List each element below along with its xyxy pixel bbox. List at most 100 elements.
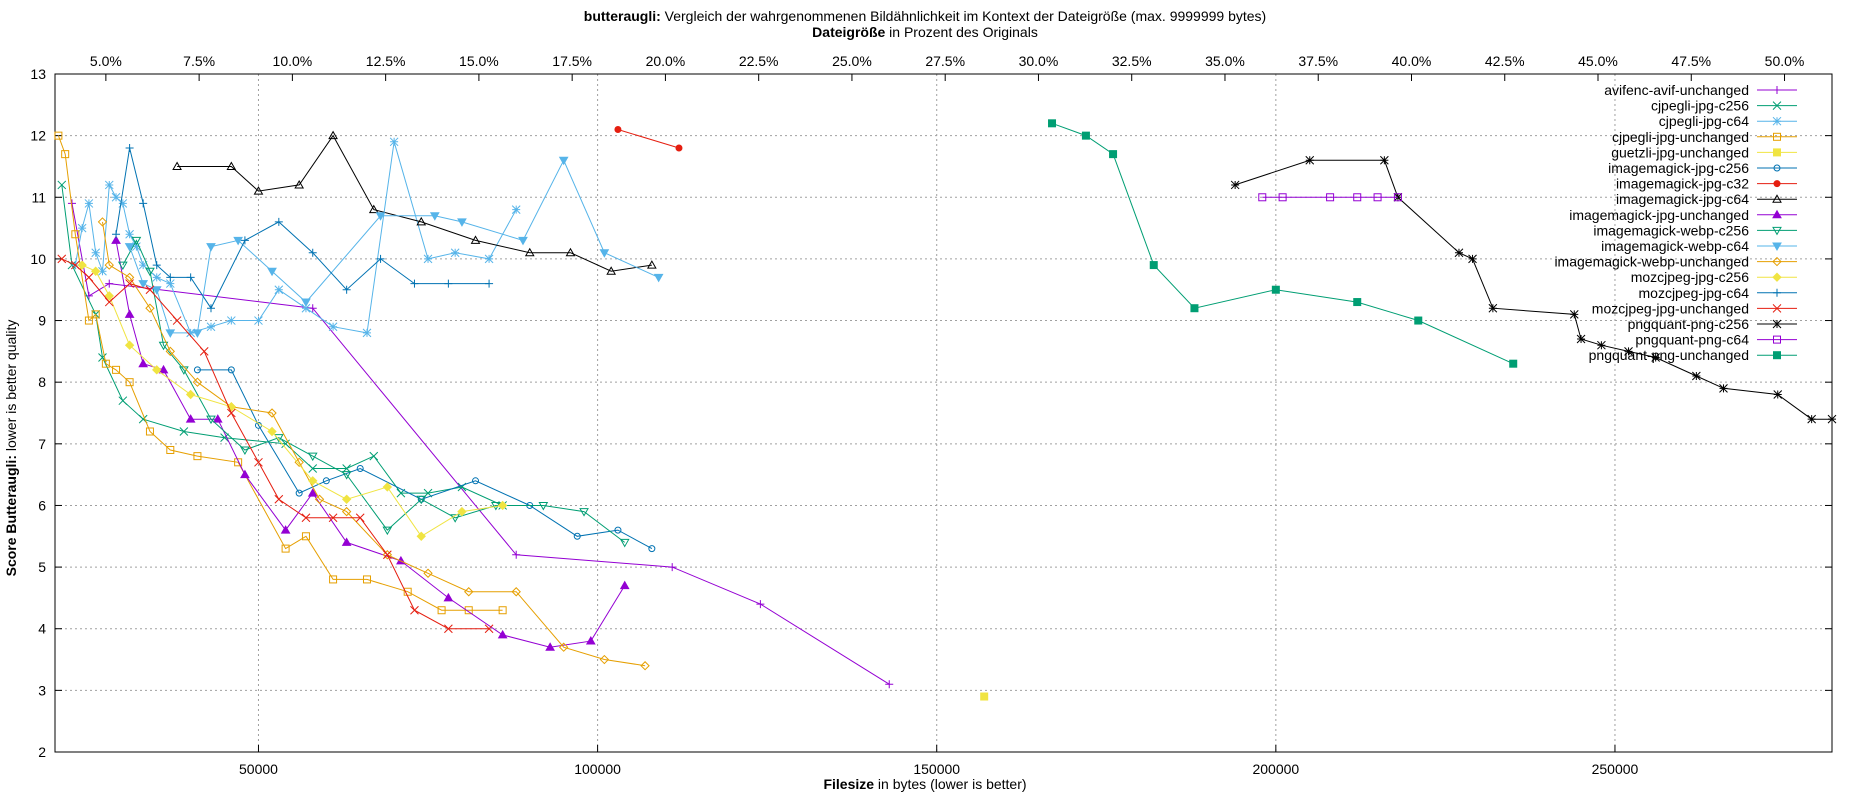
data-point-marker (84, 291, 93, 300)
legend-item: cjpegli-jpg-unchanged (1612, 129, 1797, 145)
data-point-marker (1509, 359, 1518, 368)
legend-label: pngquant-png-unchanged (1589, 347, 1749, 363)
y-axis-label: Score Butteraugli: lower is better quali… (3, 320, 19, 577)
data-point-marker (158, 364, 169, 374)
data-point-marker (253, 186, 264, 195)
legend-label: avifenc-avif-unchanged (1604, 82, 1749, 98)
data-point-marker (112, 365, 121, 374)
data-point-marker (1488, 303, 1498, 313)
series-cjpegli-jpg-c256 (57, 180, 507, 510)
data-point-marker (640, 661, 650, 671)
data-point-marker (457, 506, 467, 517)
data-point-marker (314, 494, 325, 504)
data-point-marker (355, 513, 365, 523)
data-point-marker (145, 267, 155, 277)
y-tick-label: 7 (38, 436, 46, 452)
data-point-marker (267, 426, 277, 437)
series-imagemagick-jpg-c32 (614, 125, 683, 152)
data-point-marker (281, 439, 290, 449)
data-point-marker (234, 458, 243, 467)
data-point-marker (111, 235, 121, 244)
x2-tick-label: 32.5% (1112, 53, 1152, 69)
data-point-marker (1773, 180, 1781, 188)
data-point-marker (1414, 316, 1423, 325)
data-point-marker (192, 377, 203, 387)
data-point-marker (382, 550, 393, 560)
x2-tick-label: 20.0% (646, 53, 686, 69)
data-point-marker (77, 223, 87, 233)
data-point-marker (138, 358, 149, 368)
data-point-marker (70, 260, 80, 270)
series-line (74, 141, 517, 334)
data-point-marker (152, 273, 162, 282)
x-tick-label: 250000 (1592, 761, 1639, 777)
data-point-marker (166, 445, 175, 454)
data-point-marker (145, 427, 154, 436)
legend-item: pngquant-png-c64 (1635, 332, 1797, 348)
data-point-marker (410, 605, 419, 615)
series-line (617, 129, 680, 149)
data-point-marker (341, 494, 352, 504)
data-point-marker (1081, 131, 1090, 140)
y-tick-label: 4 (38, 621, 46, 637)
data-point-marker (328, 513, 338, 523)
data-point-marker (301, 298, 311, 308)
data-point-marker (308, 304, 317, 313)
data-point-marker (376, 254, 385, 263)
legend-label: guetzli-jpg-unchanged (1611, 144, 1749, 160)
series-line (61, 184, 503, 506)
data-point-marker (1353, 193, 1362, 202)
data-point-marker (90, 266, 101, 276)
legend-label: imagemagick-webp-c64 (1601, 238, 1749, 254)
data-point-marker (437, 606, 446, 615)
legend-item: cjpegli-jpg-c256 (1651, 98, 1797, 114)
data-point-marker (294, 179, 305, 189)
data-point-marker (1048, 119, 1057, 128)
data-point-marker (240, 236, 249, 245)
y-tick-label: 12 (30, 128, 46, 144)
data-point-marker (166, 273, 175, 282)
data-point-marker (573, 532, 581, 540)
data-point-marker (1772, 304, 1782, 313)
data-point-marker (220, 433, 229, 443)
data-point-marker (98, 266, 107, 276)
legend-label: imagemagick-webp-c256 (1593, 222, 1749, 238)
data-point-marker (1772, 319, 1782, 329)
x-tick-label: 150000 (913, 761, 960, 777)
data-point-marker (329, 575, 338, 584)
x2-axis-label: Dateigröße in Prozent des Originals (812, 24, 1038, 40)
data-point-marker (579, 508, 589, 517)
data-point-marker (307, 488, 318, 497)
data-point-marker (117, 261, 128, 271)
series-avifenc-avif-unchanged (67, 199, 894, 689)
data-point-marker (61, 150, 70, 159)
data-point-marker (227, 366, 235, 374)
data-point-marker (273, 434, 284, 443)
data-point-marker (125, 143, 134, 152)
data-point-marker (172, 316, 182, 325)
data-point-marker (443, 592, 454, 602)
data-point-marker (416, 216, 427, 226)
data-point-marker (558, 156, 569, 166)
data-point-marker (423, 568, 433, 578)
data-point-marker (410, 279, 419, 288)
data-point-marker (1576, 334, 1586, 344)
data-point-marker (1597, 340, 1606, 350)
series-pngquant-png-c256 (1230, 155, 1837, 424)
data-point-marker (484, 624, 494, 634)
data-point-marker (139, 199, 148, 208)
data-point-marker (165, 279, 175, 288)
legend-item: imagemagick-jpg-c256 (1608, 160, 1797, 176)
legend-label: imagemagick-jpg-c32 (1616, 176, 1749, 192)
series-pngquant-png-unchanged (1048, 119, 1518, 368)
x2-tick-label: 10.0% (273, 53, 313, 69)
data-point-marker (1305, 155, 1315, 165)
data-point-marker (619, 538, 630, 548)
data-point-marker (254, 316, 263, 325)
data-point-marker (185, 389, 196, 400)
data-point-marker (101, 359, 110, 368)
data-point-marker (1773, 132, 1781, 141)
data-point-marker (307, 452, 318, 462)
data-point-marker (1109, 150, 1118, 159)
data-point-marker (444, 279, 453, 288)
